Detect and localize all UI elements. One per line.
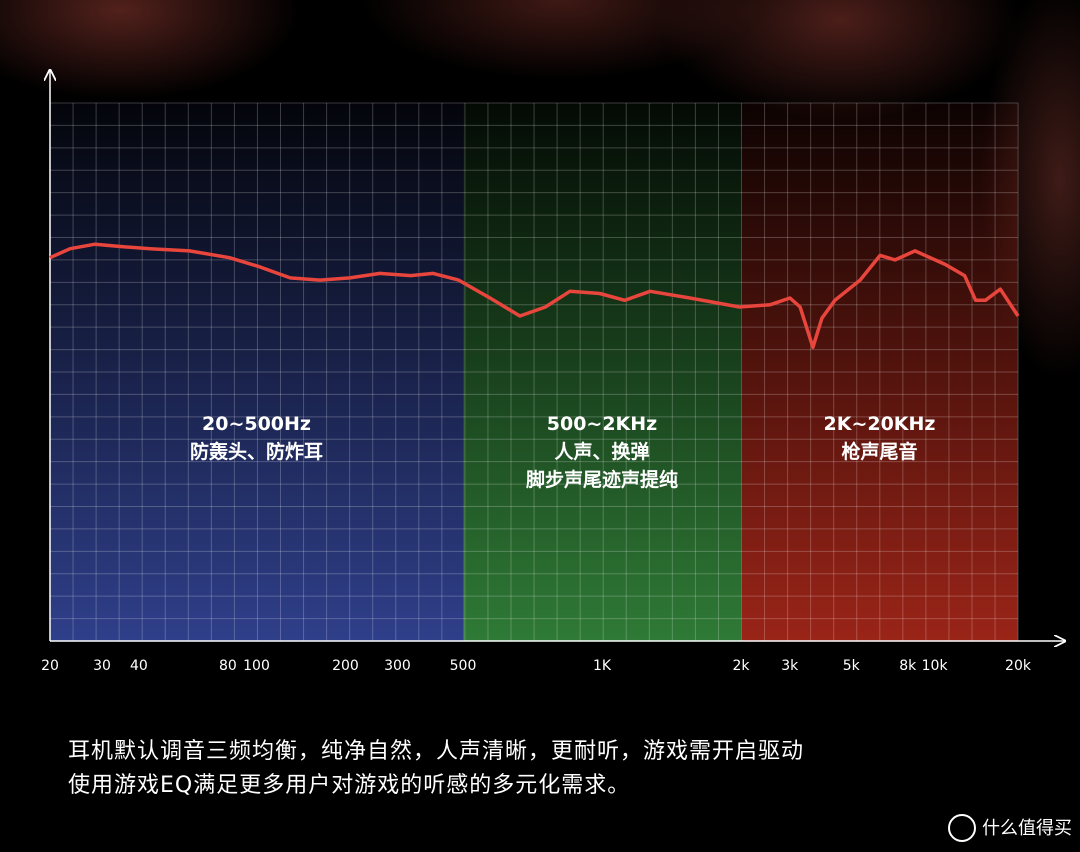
x-tick-label: 10k	[922, 658, 949, 674]
x-tick-label: 200	[332, 658, 359, 674]
band-label: 20~500Hz	[202, 413, 311, 435]
x-tick-label: 8k	[899, 658, 917, 674]
x-tick-label: 100	[243, 658, 270, 674]
response-curve	[49, 242, 1020, 350]
band-label: 2K~20KHz	[824, 413, 936, 435]
x-tick-label: 5k	[843, 658, 861, 674]
frequency-band	[741, 103, 1018, 641]
x-tick-label: 20	[41, 658, 59, 674]
watermark: 什么值得买	[982, 818, 1072, 839]
frequency-band	[50, 103, 463, 641]
band-label: 人声、换弹	[554, 440, 649, 463]
x-tick-label: 2k	[732, 658, 750, 674]
band-label: 脚步声尾迹声提纯	[526, 468, 678, 491]
x-tick-label: 500	[450, 658, 477, 674]
x-tick-label: 20k	[1005, 658, 1032, 674]
x-tick-label: 80	[219, 658, 237, 674]
band-label: 500~2KHz	[547, 413, 657, 435]
x-tick-label: 300	[384, 658, 411, 674]
x-tick-label: 3k	[781, 658, 799, 674]
caption-line: 耳机默认调音三频均衡，纯净自然，人声清晰，更耐听，游戏需开启驱动	[68, 739, 805, 764]
watermark-icon	[948, 814, 976, 842]
x-tick-label: 1K	[593, 658, 612, 674]
band-label: 枪声尾音	[841, 440, 917, 463]
caption-line: 使用游戏EQ满足更多用户对游戏的听感的多元化需求。	[68, 773, 631, 798]
x-tick-label: 40	[130, 658, 148, 674]
band-label: 防轰头、防炸耳	[190, 440, 323, 463]
frequency-band	[463, 103, 741, 641]
x-tick-label: 30	[93, 658, 111, 674]
